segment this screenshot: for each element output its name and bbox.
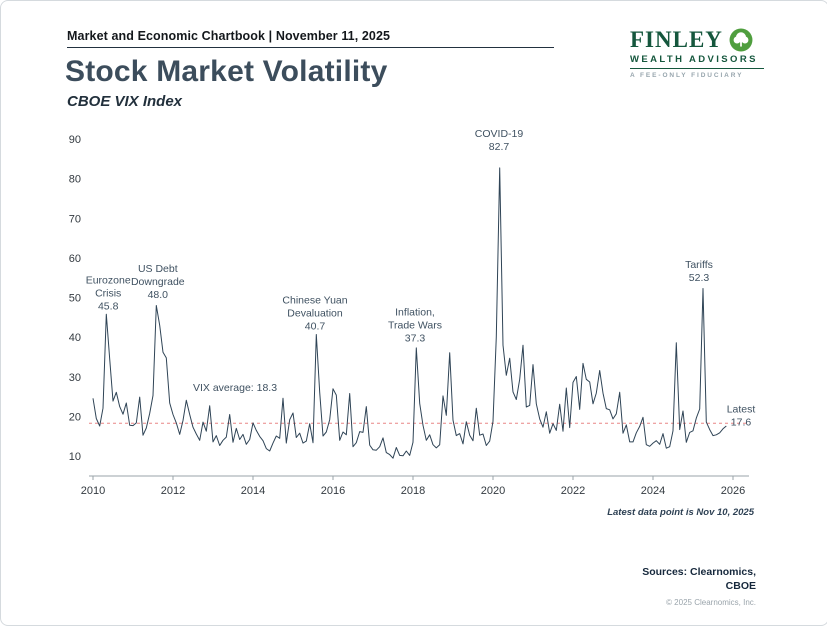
x-tick-label: 2016: [321, 485, 345, 497]
page-subtitle: CBOE VIX Index: [67, 93, 183, 110]
sources-block: Sources: Clearnomics, CBOE © 2025 Clearn…: [642, 565, 756, 607]
logo-wordmark-row: FINLEY: [630, 27, 764, 53]
chart-annotation: 52.3: [689, 272, 710, 284]
vix-chart: 10 20 30 40 50 60 70 80 90 2010 2012 2014 2016 2018 20…: [69, 128, 756, 497]
x-tick-label: 2024: [641, 485, 665, 497]
vix-series-line: [92, 167, 727, 459]
x-tick-label: 2018: [401, 485, 425, 497]
y-tick-label: 10: [69, 451, 81, 463]
x-tick-label: 2012: [161, 485, 185, 497]
chart-annotation: Chinese Yuan: [282, 295, 347, 307]
chart-annotation: Tariffs: [685, 259, 713, 271]
chart-annotation: Downgrade: [131, 276, 185, 288]
tree-icon: [729, 28, 753, 52]
x-tick-label: 2010: [81, 485, 105, 497]
header-rule: [67, 47, 554, 48]
y-tick-label: 90: [69, 134, 81, 146]
chart-annotation: 48.0: [148, 289, 169, 301]
chart-annotation: Trade Wars: [388, 319, 442, 331]
report-header: Market and Economic Chartbook | November…: [67, 29, 391, 43]
chart-footnote: Latest data point is Nov 10, 2025: [607, 507, 754, 518]
finley-logo: FINLEY WEALTH ADVISORS A FEE-ONLY FIDUCI…: [630, 27, 764, 79]
logo-tagline: A FEE-ONLY FIDUCIARY: [630, 72, 744, 79]
chart-annotation: Latest: [727, 404, 756, 416]
chart-annotation: Eurozone: [86, 275, 131, 287]
sources-line-2: CBOE: [725, 580, 756, 593]
sources-line-1: Sources: Clearnomics,: [642, 566, 756, 578]
y-tick-label: 50: [69, 293, 81, 305]
chart-annotation: COVID-19: [475, 128, 524, 140]
chart-annotation: Inflation,: [395, 306, 435, 318]
chart-annotation: Crisis: [95, 288, 121, 300]
y-tick-label: 60: [69, 253, 81, 265]
chart-annotation: 45.8: [98, 301, 119, 313]
chart-annotation: 17.6: [731, 417, 752, 429]
chart-annotation: Devaluation: [287, 308, 343, 320]
page-title: Stock Market Volatility: [65, 55, 388, 88]
chart-annotation: 37.3: [405, 332, 426, 344]
vix-average-label: VIX average: 18.3: [193, 382, 277, 394]
y-tick-label: 30: [69, 372, 81, 384]
x-tick-label: 2014: [241, 485, 265, 497]
y-tick-label: 20: [69, 412, 81, 424]
x-tick-label: 2026: [721, 485, 745, 497]
chart-annotation: US Debt: [138, 263, 178, 275]
x-tick-label: 2022: [561, 485, 585, 497]
y-tick-label: 80: [69, 174, 81, 186]
logo-subtitle: WEALTH ADVISORS: [630, 54, 764, 69]
y-tick-label: 70: [69, 213, 81, 225]
chart-annotation: 40.7: [305, 321, 326, 333]
chart-annotation: 82.7: [489, 141, 510, 153]
x-tick-label: 2020: [481, 485, 505, 497]
y-tick-label: 40: [69, 332, 81, 344]
copyright: © 2025 Clearnomics, Inc.: [666, 598, 756, 608]
logo-wordmark: FINLEY: [630, 27, 723, 52]
